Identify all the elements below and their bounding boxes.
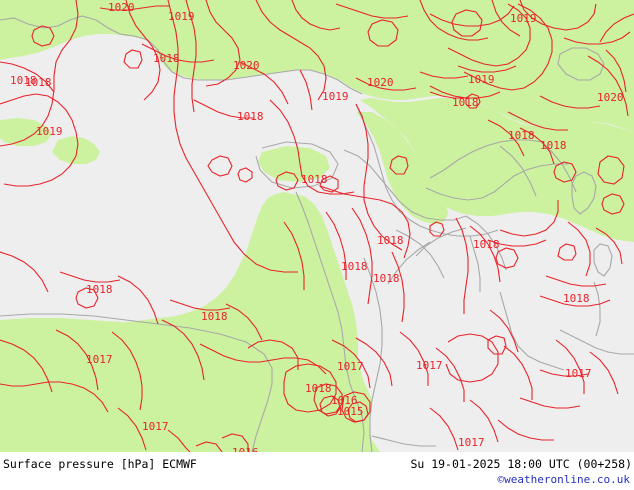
isobar-label: 1018: [153, 52, 180, 65]
isobar-label: 1018: [305, 382, 332, 395]
isobar-label: 1018: [473, 238, 500, 251]
isobar-label: 1019: [468, 73, 495, 86]
isobar-label: 1017: [142, 420, 169, 433]
isobar-label: 1018: [373, 272, 400, 285]
isobar-label: 1020: [108, 1, 135, 14]
isobar-label: 1017: [565, 367, 592, 380]
isobar-layer: [0, 0, 634, 452]
isobar-label: 1019: [168, 10, 195, 23]
coastline-layer: [0, 15, 634, 452]
map-canvas[interactable]: 1020 1019 1019 1020 1018 1018 1020 1019 1019 1020…: [0, 0, 634, 452]
isobar-label: 1018: [540, 139, 567, 152]
isobar-label: 1019: [322, 90, 349, 103]
isobar-label: 1015: [337, 405, 364, 418]
isobar-label: 1018: [301, 173, 328, 186]
isobar-label: 1017: [458, 436, 485, 449]
isobar-label: 1020: [233, 59, 260, 72]
land-levant: [356, 112, 448, 224]
isobar-label: 1018: [341, 260, 368, 273]
isobar-label: 1018: [10, 74, 37, 87]
land-cyprus: [52, 136, 100, 164]
isobar-label: 1017: [337, 360, 364, 373]
isobar-label: 1018: [508, 129, 535, 142]
land-egypt-green: [0, 318, 282, 452]
isobar-label: 1020: [367, 76, 394, 89]
isobar-label: 1017: [86, 353, 113, 366]
isobar-label: 1018: [377, 234, 404, 247]
isobar-label: 1016: [232, 447, 259, 452]
isobar-label: 1018: [237, 110, 264, 123]
isobar-label: 1018: [86, 283, 113, 296]
isobar-label: 1019: [510, 12, 537, 25]
map-footer: Surface pressure [hPa] ECMWF Su 19-01-20…: [0, 452, 634, 490]
copyright-credit-label: ©weatheronline.co.uk: [497, 473, 630, 486]
map-vector-layer: [0, 0, 634, 452]
isobar-label: 1018: [25, 76, 52, 89]
isobar-label: 1018: [201, 310, 228, 323]
isobar-label: 1018: [452, 96, 479, 109]
valid-time-label: Su 19-01-2025 18:00 UTC (00+258): [410, 457, 632, 471]
isobar-label: 1017: [416, 359, 443, 372]
land-syria-iraq: [360, 98, 634, 242]
isobar-label: 1016: [331, 394, 358, 407]
isobar-label: 1019: [36, 125, 63, 138]
product-title-label: Surface pressure [hPa] ECMWF: [3, 457, 197, 471]
land-island-a: [258, 146, 330, 182]
isobar-label: 1020: [597, 91, 624, 104]
isobar-label: 1018: [563, 292, 590, 305]
land-cyprus-2: [0, 118, 52, 146]
